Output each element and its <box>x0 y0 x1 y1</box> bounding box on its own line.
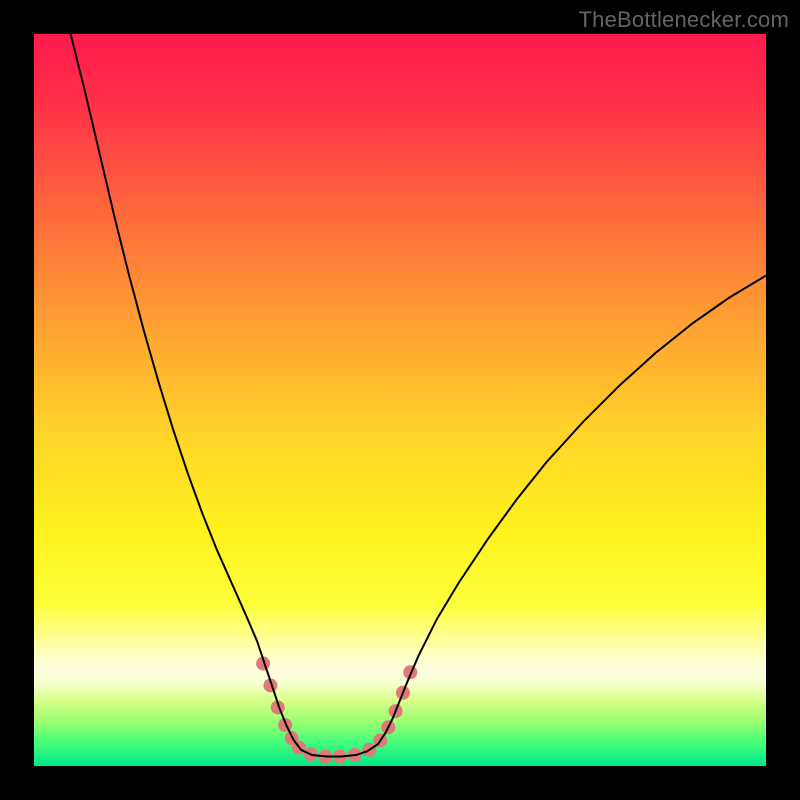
plot-area <box>34 34 766 766</box>
chart-stage: TheBottlenecker.com <box>0 0 800 800</box>
bottleneck-curve <box>71 34 766 756</box>
watermark-text: TheBottlenecker.com <box>579 7 789 33</box>
bottleneck-curve-chart <box>34 34 766 766</box>
